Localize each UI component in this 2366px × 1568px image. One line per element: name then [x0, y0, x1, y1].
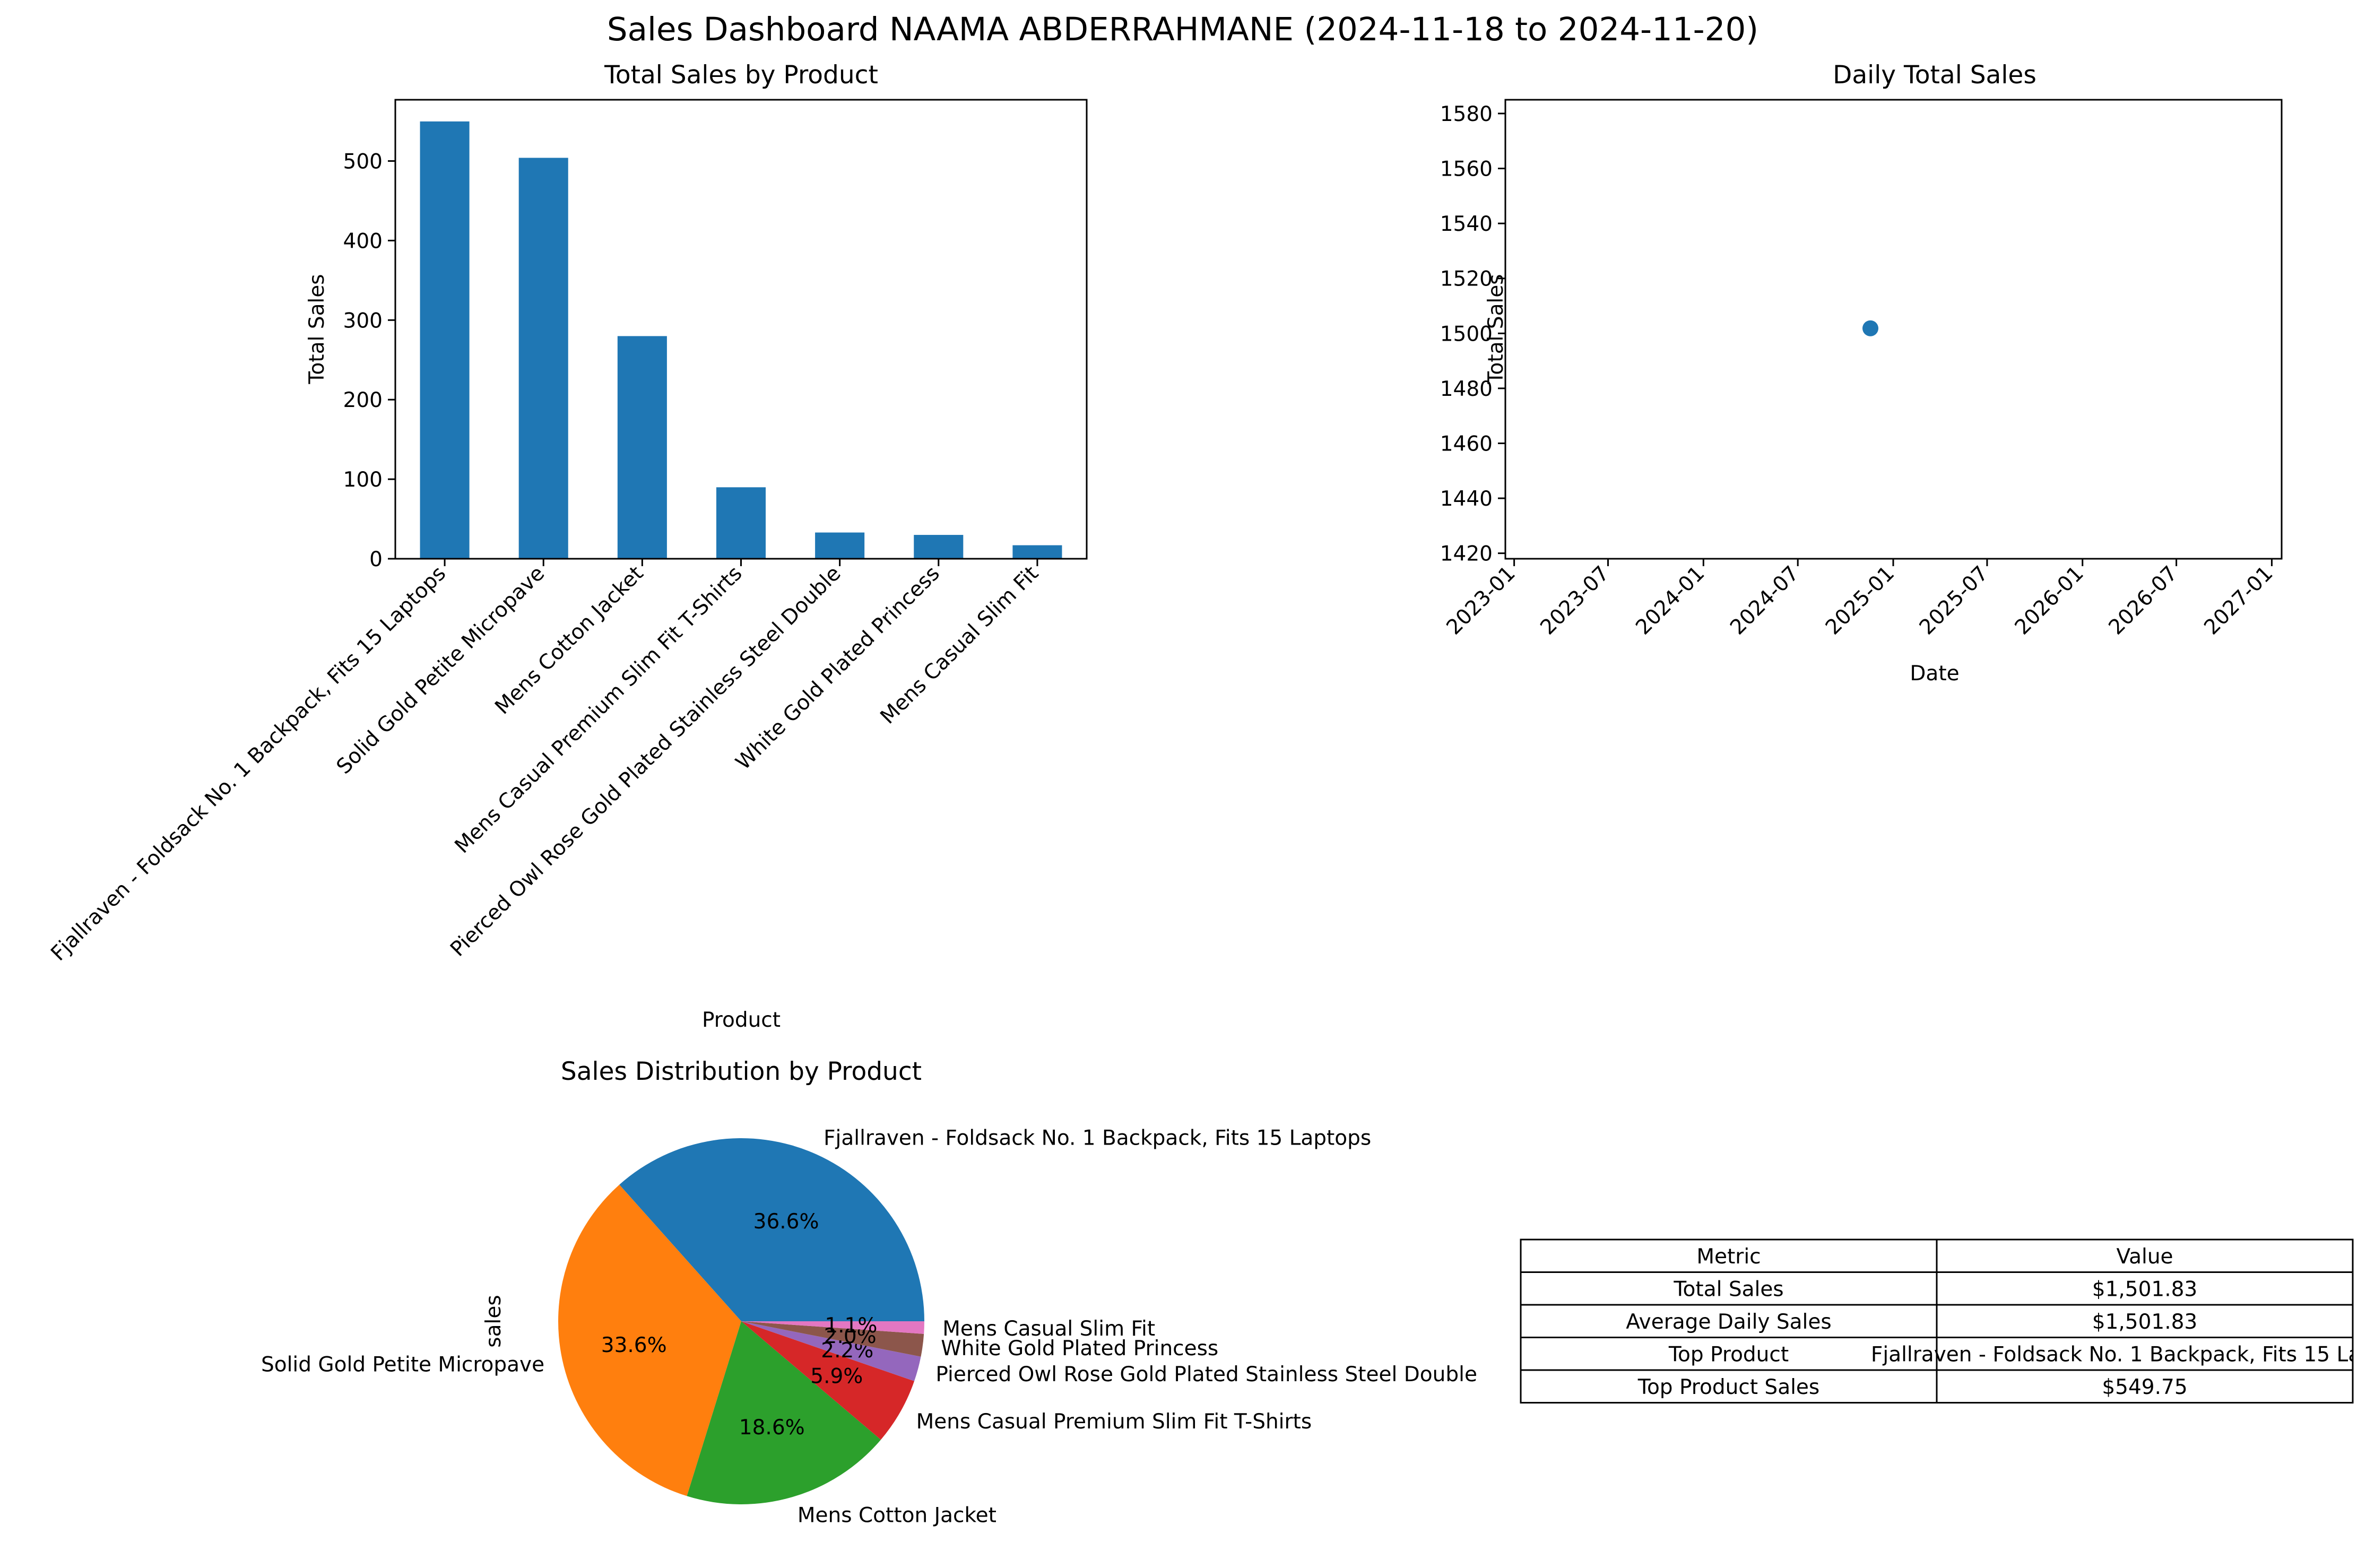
bar-chart-ylabel: Total Sales [305, 274, 329, 384]
y-tick-label: 1420 [1440, 542, 1493, 566]
pie-label: Mens Casual Premium Slim Fit T-Shirts [916, 1410, 1312, 1434]
pie-pct-label: 33.6% [601, 1333, 667, 1357]
table-cell-text: $1,501.83 [2092, 1310, 2198, 1334]
pie-pct-label: 18.6% [739, 1416, 805, 1440]
pie-slice [741, 1321, 921, 1381]
x-tick-label: 2023-07 [1536, 561, 1614, 639]
table-cell-text: $1,501.83 [2092, 1277, 2198, 1301]
table-header: Value [2116, 1245, 2173, 1269]
table-cell-text: Top Product [1668, 1342, 1789, 1366]
bar [518, 158, 568, 559]
pie-slice [741, 1321, 915, 1440]
scatter-chart-xlabel: Date [1910, 662, 1959, 686]
x-tick-label: 2025-07 [1915, 561, 1993, 639]
table-cell-text: Total Sales [1673, 1277, 1783, 1301]
pie-slice [619, 1138, 924, 1321]
y-tick-label: 300 [343, 309, 383, 333]
pie-label: Mens Cotton Jacket [798, 1503, 996, 1527]
table-header: Metric [1696, 1245, 1761, 1269]
y-tick-label: 0 [369, 548, 383, 571]
table-cell-text: Top Product Sales [1637, 1375, 1820, 1399]
bar [1012, 545, 1062, 559]
pie-slice [558, 1184, 741, 1496]
table-cell-text: $549.75 [2102, 1375, 2187, 1399]
y-tick-label: 1460 [1440, 432, 1493, 456]
pie-label: White Gold Plated Princess [941, 1337, 1218, 1361]
x-tick-label: 2026-07 [2104, 561, 2182, 639]
pie-label: Solid Gold Petite Micropave [261, 1353, 544, 1376]
bar [716, 487, 766, 559]
y-tick-label: 1580 [1440, 102, 1493, 126]
y-tick-label: 1560 [1440, 157, 1493, 181]
bar [617, 336, 667, 559]
pie-pct-label: 36.6% [753, 1210, 819, 1234]
bar-chart-frame [394, 99, 1088, 560]
x-tick-label: 2025-01 [1821, 561, 1899, 639]
y-tick-label: 400 [343, 229, 383, 253]
metrics-table: Metric Value Total Sales $1,501.83 Average D… [1520, 1238, 2366, 1404]
y-tick-label: 1480 [1440, 377, 1493, 401]
bar-chart-title: Total Sales by Product [604, 60, 878, 90]
bar-chart-marks: Fjallraven - Foldsack No. 1 Backpack, Fi… [46, 121, 1062, 966]
y-tick-label: 500 [343, 150, 383, 174]
pie-slice [741, 1321, 924, 1334]
table-cell-text: Fjallraven - Foldsack No. 1 Backpack, Fi… [1871, 1342, 2366, 1366]
pie-label: Pierced Owl Rose Gold Plated Stainless S… [935, 1363, 1477, 1387]
pie-chart-title: Sales Distribution by Product [561, 1057, 922, 1086]
x-tick-label: Mens Casual Slim Fit [876, 561, 1043, 729]
pie-pct-label: 5.9% [810, 1365, 863, 1389]
pie-chart-marks: Fjallraven - Foldsack No. 1 Backpack, Fi… [261, 1127, 1477, 1528]
y-tick-label: 1440 [1440, 487, 1493, 511]
x-tick-label: 2024-01 [1631, 561, 1709, 639]
y-tick-label: 200 [343, 388, 383, 412]
pie-chart-ylabel: sales [482, 1295, 506, 1347]
bar [914, 535, 964, 559]
y-tick-label: 1520 [1440, 267, 1493, 291]
y-tick-label: 1500 [1440, 322, 1493, 346]
y-tick-label: 1540 [1440, 212, 1493, 236]
suptitle: Sales Dashboard NAAMA ABDERRAHMANE (2024… [607, 11, 1758, 48]
x-tick-label: White Gold Plated Princess [731, 561, 944, 775]
pie-label: Fjallraven - Foldsack No. 1 Backpack, Fi… [824, 1127, 1371, 1150]
scatter-chart: Daily Total Sales 2023-01 2023-07 2024-01 2… [1440, 60, 2283, 686]
scatter-chart-title: Daily Total Sales [1833, 60, 2036, 90]
pie-chart: Sales Distribution by Product Fjallraven… [261, 1057, 1477, 1527]
table-cell-text: Average Daily Sales [1626, 1310, 1831, 1334]
x-tick-label: 2027-01 [2199, 561, 2277, 639]
table-cell [1936, 1369, 2354, 1404]
bar [815, 532, 865, 559]
x-tick-label: Fjallraven - Foldsack No. 1 Backpack, Fi… [46, 561, 450, 966]
data-point [1862, 320, 1879, 336]
x-tick-label: Solid Gold Petite Micropave [332, 561, 550, 779]
y-tick-label: 100 [343, 468, 383, 492]
x-tick-label: 2024-07 [1726, 561, 1804, 639]
x-tick-label: 2023-01 [1442, 561, 1520, 639]
scatter-chart-ylabel: Total Sales [1484, 274, 1508, 384]
x-tick-label: 2026-01 [2010, 561, 2088, 639]
bar-chart-xlabel: Product [702, 1008, 781, 1032]
pie-pct-label: 1.1% [825, 1314, 877, 1338]
pie-label: Mens Casual Slim Fit [942, 1317, 1155, 1341]
pie-slice [687, 1321, 881, 1505]
bar-chart: Total Sales by Product Fjallraven - Fold… [46, 60, 1088, 1032]
pie-slice [741, 1321, 924, 1357]
scatter-chart-frame [1504, 99, 2283, 560]
bar [420, 121, 470, 559]
